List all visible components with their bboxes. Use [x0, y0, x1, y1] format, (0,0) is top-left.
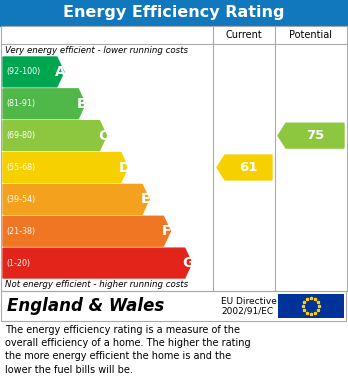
Polygon shape — [278, 123, 344, 148]
Text: D: D — [119, 160, 130, 174]
Text: E: E — [141, 192, 150, 206]
Bar — [1, 26, 347, 291]
Text: B: B — [77, 97, 87, 111]
Text: 61: 61 — [239, 161, 258, 174]
Bar — [278, 294, 344, 318]
Text: (21-38): (21-38) — [6, 227, 35, 236]
Text: Not energy efficient - higher running costs: Not energy efficient - higher running co… — [5, 280, 188, 289]
Text: F: F — [162, 224, 172, 238]
Text: 2002/91/EC: 2002/91/EC — [221, 307, 273, 316]
Polygon shape — [3, 248, 192, 278]
Text: (1-20): (1-20) — [6, 258, 30, 267]
Text: Very energy efficient - lower running costs: Very energy efficient - lower running co… — [5, 46, 188, 55]
Text: (92-100): (92-100) — [6, 67, 40, 76]
Text: C: C — [98, 129, 108, 143]
Polygon shape — [3, 121, 106, 151]
Polygon shape — [3, 152, 128, 183]
Text: (81-91): (81-91) — [6, 99, 35, 108]
Polygon shape — [3, 89, 85, 119]
Text: Current: Current — [226, 30, 262, 40]
Text: England & Wales: England & Wales — [7, 297, 164, 315]
Text: 75: 75 — [306, 129, 324, 142]
Bar — [2, 27, 346, 44]
Polygon shape — [3, 185, 149, 214]
Text: Energy Efficiency Rating: Energy Efficiency Rating — [63, 5, 285, 20]
Text: (39-54): (39-54) — [6, 195, 35, 204]
Text: (69-80): (69-80) — [6, 131, 35, 140]
Text: The energy efficiency rating is a measure of the
overall efficiency of a home. T: The energy efficiency rating is a measur… — [5, 325, 251, 375]
Polygon shape — [3, 216, 171, 246]
Text: Potential: Potential — [290, 30, 332, 40]
Text: (55-68): (55-68) — [6, 163, 35, 172]
Polygon shape — [217, 155, 272, 180]
Text: A: A — [55, 65, 66, 79]
Text: G: G — [182, 256, 194, 270]
Text: EU Directive: EU Directive — [221, 298, 277, 307]
Bar — [0, 0, 348, 26]
Bar — [1, 291, 346, 321]
Polygon shape — [3, 57, 64, 87]
